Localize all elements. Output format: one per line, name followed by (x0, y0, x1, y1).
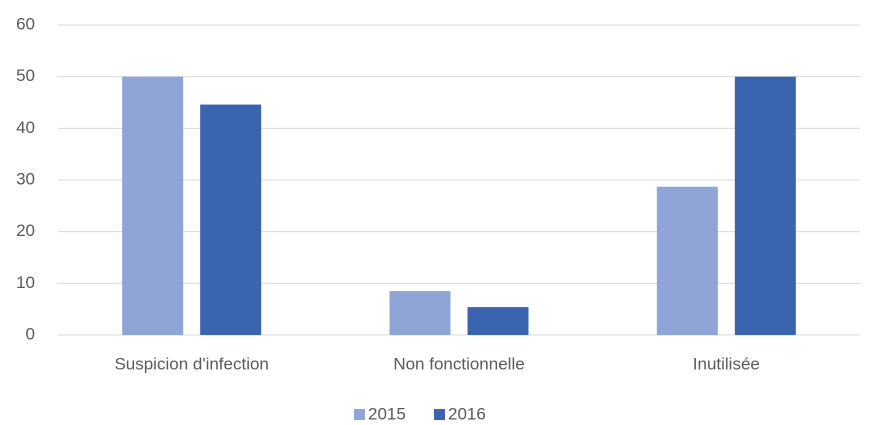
y-tick-label: 10 (16, 273, 35, 292)
bar (389, 291, 451, 335)
bar (122, 76, 184, 336)
y-tick-label: 0 (26, 324, 35, 343)
x-tick-label: Suspicion d'infection (114, 354, 268, 373)
legend-label: 2016 (448, 404, 486, 423)
y-tick-label: 30 (16, 169, 35, 188)
y-tick-label: 50 (16, 66, 35, 85)
y-tick-label: 20 (16, 221, 35, 240)
y-tick-label: 60 (16, 14, 35, 33)
y-tick-label: 40 (16, 118, 35, 137)
x-tick-label: Inutilisée (693, 354, 760, 373)
legend-swatch (434, 409, 445, 420)
bar (200, 104, 262, 335)
legend-swatch (354, 409, 365, 420)
legend-label: 2015 (368, 404, 406, 423)
bar (656, 186, 718, 335)
bar (467, 307, 529, 335)
bar (734, 76, 796, 336)
x-tick-label: Non fonctionnelle (393, 354, 524, 373)
